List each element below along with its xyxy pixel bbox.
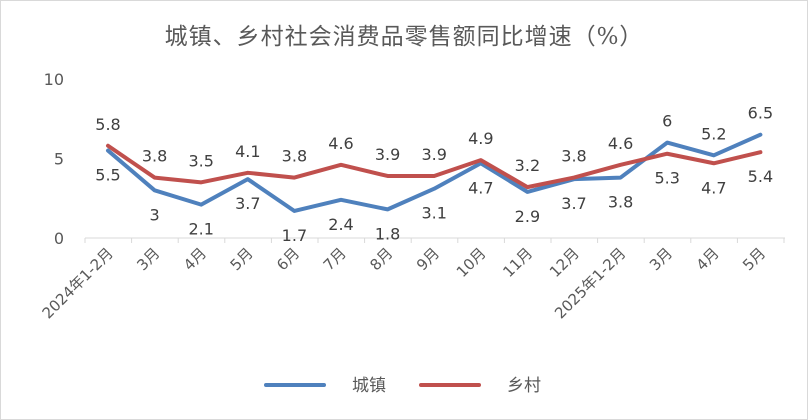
x-tick-label: 8月	[366, 244, 396, 274]
x-tick-label: 9月	[413, 244, 443, 274]
x-tick-label: 5月	[739, 244, 769, 274]
data-label-1: 5.3	[654, 169, 679, 188]
data-label-0: 6	[662, 112, 672, 131]
data-label-1: 3.8	[142, 147, 167, 166]
x-tick-label: 2024年1-2月	[39, 244, 117, 322]
data-label-1: 4.6	[608, 134, 633, 153]
data-label-0: 3.8	[608, 193, 633, 212]
series-line-1	[106, 143, 763, 190]
data-label-1: 3.5	[188, 151, 213, 170]
data-label-0: 3.7	[561, 194, 586, 213]
data-label-1: 5.4	[748, 167, 773, 186]
data-label-0: 3.1	[421, 204, 446, 223]
data-label-1: 3.8	[282, 147, 307, 166]
x-tick-label: 4月	[180, 244, 210, 274]
data-label-0: 2.9	[515, 207, 540, 226]
x-tick-label: 5月	[227, 244, 257, 274]
data-label-1: 3.9	[375, 145, 400, 164]
legend-label-0: 城镇	[352, 376, 386, 396]
series-line-0	[106, 132, 763, 213]
legend-label-1: 乡村	[507, 376, 541, 396]
data-label-1: 5.8	[95, 115, 120, 134]
data-label-0: 3	[150, 205, 160, 224]
x-tick-label: 11月	[499, 244, 536, 281]
data-label-0: 1.8	[375, 224, 400, 243]
data-label-1: 3.2	[515, 156, 540, 175]
x-tick-label: 4月	[693, 244, 723, 274]
data-label-1: 4.7	[701, 178, 726, 197]
data-label-0: 5.2	[701, 124, 726, 143]
data-label-1: 4.1	[235, 142, 260, 161]
data-label-0: 3.7	[235, 194, 260, 213]
x-tick-label: 12月	[546, 244, 583, 281]
x-tick-label: 6月	[273, 244, 303, 274]
data-label-0: 1.7	[282, 226, 307, 245]
data-label-0: 2.4	[328, 215, 353, 234]
x-tick-label: 7月	[320, 244, 350, 274]
data-label-1: 3.8	[561, 147, 586, 166]
chart-title: 城镇、乡村社会消费品零售额同比增速（%）	[164, 24, 644, 50]
data-label-1: 4.6	[328, 134, 353, 153]
data-label-0: 6.5	[748, 104, 773, 123]
x-tick-label: 10月	[453, 244, 490, 281]
data-label-1: 4.9	[468, 129, 493, 148]
y-tick-label: 5	[54, 150, 64, 169]
x-tick-label: 3月	[646, 244, 676, 274]
y-tick-label: 0	[54, 229, 64, 248]
data-label-0: 4.7	[468, 178, 493, 197]
data-label-1: 3.9	[421, 145, 446, 164]
x-tick-label: 3月	[133, 244, 163, 274]
y-tick-label: 10	[44, 70, 64, 89]
data-label-0: 2.1	[188, 220, 213, 239]
data-label-0: 5.5	[95, 166, 120, 185]
